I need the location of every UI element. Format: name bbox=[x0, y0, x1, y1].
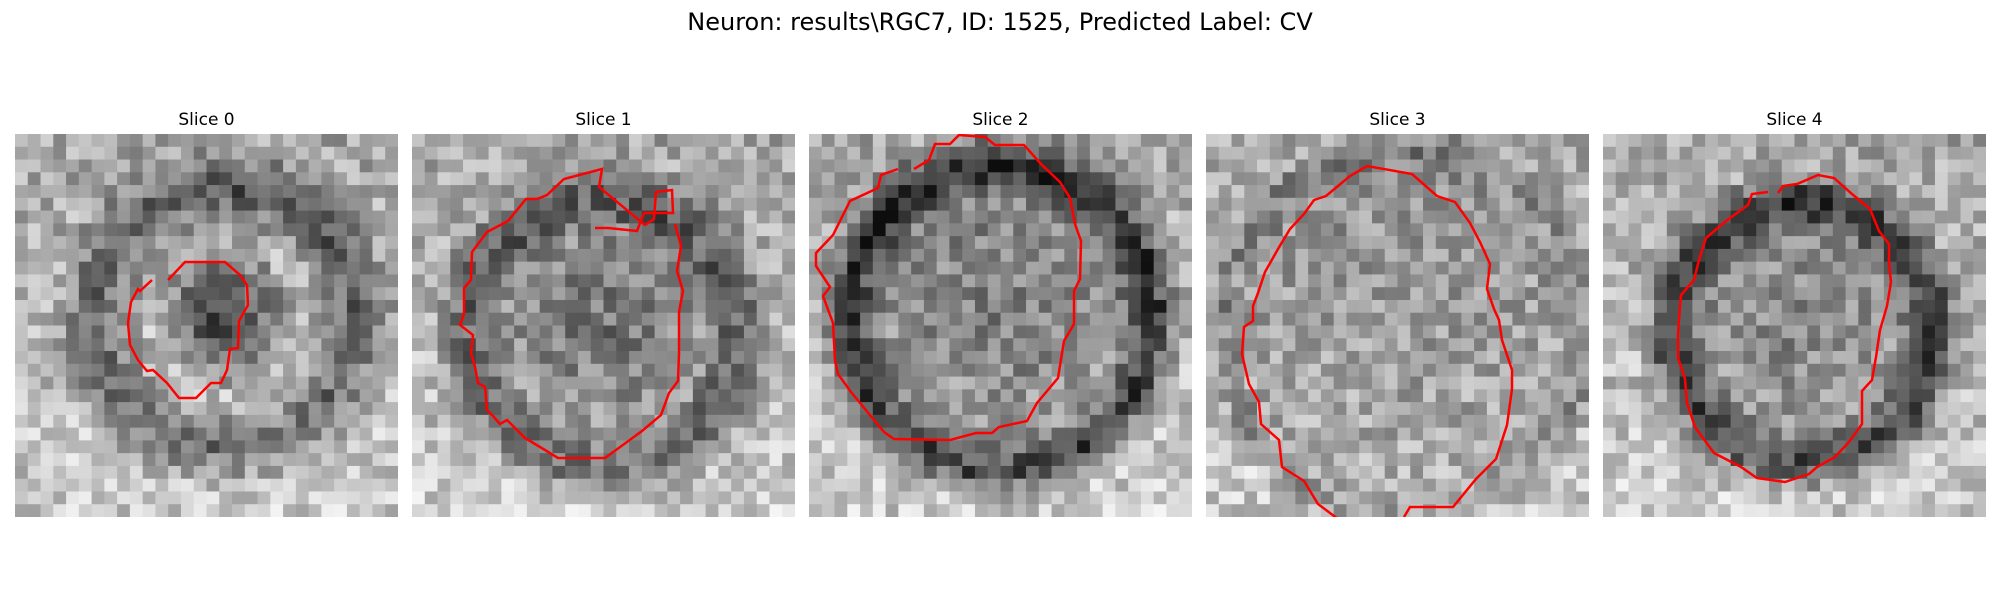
slice-title: Slice 4 bbox=[1766, 110, 1823, 130]
segmentation-contour bbox=[126, 260, 250, 400]
pixel-grid bbox=[1206, 134, 1589, 517]
segmentation-contour bbox=[814, 134, 1083, 442]
slice-image bbox=[1603, 134, 1986, 517]
slice-title: Slice 3 bbox=[1369, 110, 1426, 130]
slice-image bbox=[1206, 134, 1589, 517]
slice-title: Slice 0 bbox=[178, 110, 235, 130]
slice-panel-0: Slice 0 bbox=[15, 108, 398, 517]
segmentation-contour bbox=[1240, 164, 1514, 517]
segmentation-contour bbox=[458, 167, 685, 460]
figure-title: Neuron: results\RGC7, ID: 1525, Predicte… bbox=[687, 8, 1313, 36]
pixel-grid bbox=[809, 134, 1192, 517]
slice-image bbox=[412, 134, 795, 517]
slice-panel-3: Slice 3 bbox=[1206, 108, 1589, 517]
pixel-grid bbox=[15, 134, 398, 517]
slice-panel-1: Slice 1 bbox=[412, 108, 795, 517]
slice-image bbox=[809, 134, 1192, 517]
segmentation-contour bbox=[1676, 173, 1893, 484]
slice-title: Slice 1 bbox=[575, 110, 632, 130]
pixel-grid bbox=[412, 134, 795, 517]
pixel-grid bbox=[1603, 134, 1986, 517]
slice-panel-4: Slice 4 bbox=[1603, 108, 1986, 517]
slice-title: Slice 2 bbox=[972, 110, 1029, 130]
slice-image bbox=[15, 134, 398, 517]
slice-panel-2: Slice 2 bbox=[809, 108, 1192, 517]
